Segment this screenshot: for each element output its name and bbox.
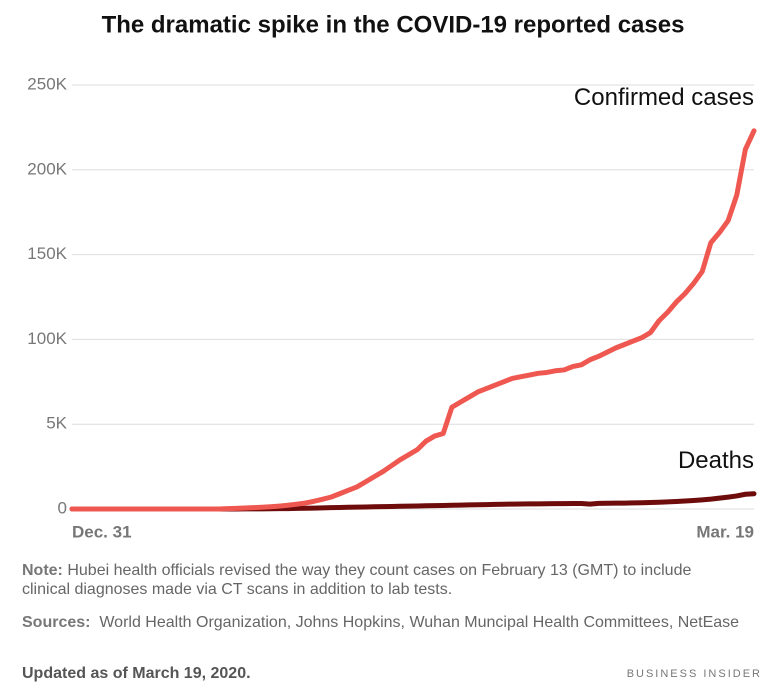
series-label: Confirmed cases <box>574 84 754 111</box>
sources-text: World Health Organization, Johns Hopkins… <box>99 614 740 631</box>
y-tick-label: 200K <box>27 159 67 178</box>
sources-label: Sources: <box>22 614 91 631</box>
chart: The dramatic spike in the COVID-19 repor… <box>27 11 757 541</box>
y-tick-label: 0 <box>58 498 67 517</box>
sources: Sources: World Health Organization, John… <box>22 613 752 632</box>
note: Note: Hubei health officials revised the… <box>22 561 722 599</box>
y-tick-label: 150K <box>27 244 67 263</box>
x-tick-label: Dec. 31 <box>72 522 132 541</box>
series-label: Deaths <box>678 447 754 474</box>
y-tick-label: 100K <box>27 329 67 348</box>
note-text: Hubei health officials revised the way t… <box>22 562 692 598</box>
x-tick-label: Mar. 19 <box>696 522 754 541</box>
series-line <box>69 128 757 512</box>
brand: BUSINESS INSIDER <box>626 668 762 680</box>
updated: Updated as of March 19, 2020. <box>22 665 251 682</box>
y-tick-label: 5K <box>46 414 67 433</box>
y-tick-label: 250K <box>27 74 67 93</box>
note-label: Note: <box>22 562 63 579</box>
chart-title: The dramatic spike in the COVID-19 repor… <box>102 11 685 38</box>
